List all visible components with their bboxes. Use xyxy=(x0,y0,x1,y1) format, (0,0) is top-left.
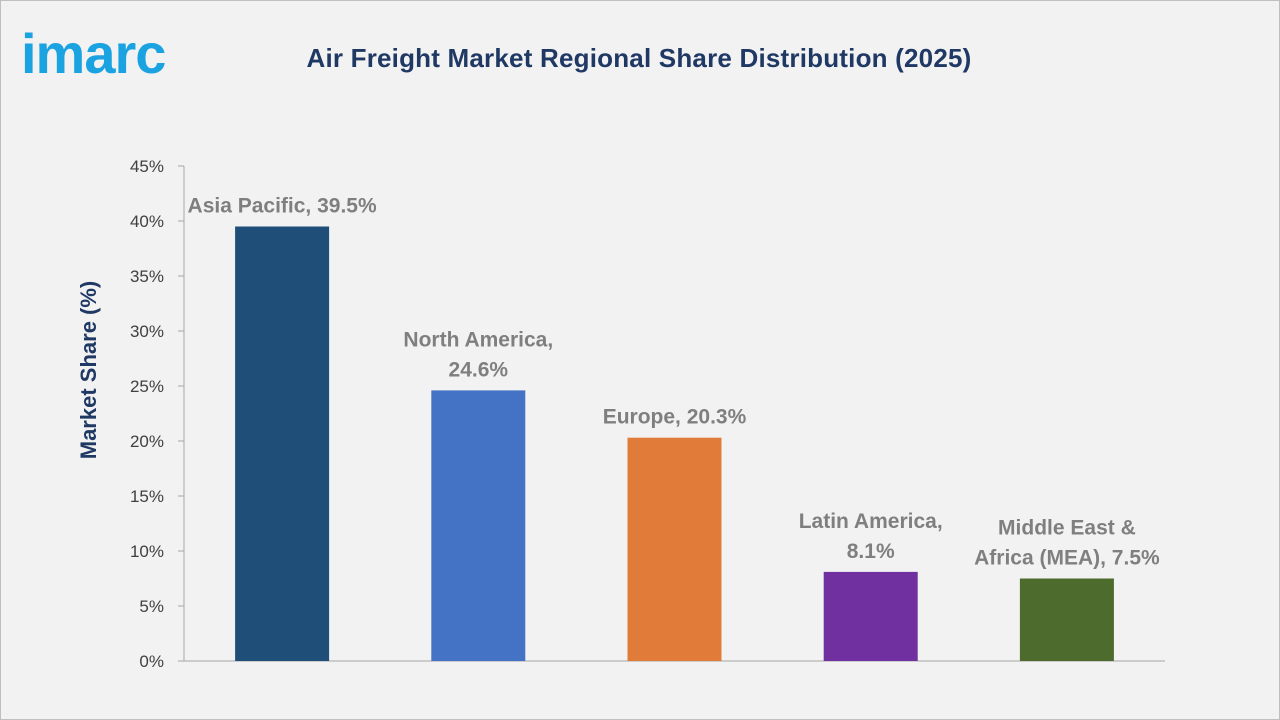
y-tick-label: 35% xyxy=(130,267,164,286)
y-tick-label: 25% xyxy=(130,377,164,396)
y-tick-label: 0% xyxy=(139,652,164,671)
y-tick-label: 40% xyxy=(130,212,164,231)
y-tick-label: 45% xyxy=(130,157,164,176)
data-label-4: 8.1% xyxy=(847,540,895,563)
bar-5 xyxy=(1019,578,1114,661)
imarc-logo: imarc xyxy=(21,23,166,83)
bar-2 xyxy=(431,390,526,661)
y-tick-label: 20% xyxy=(130,432,164,451)
y-tick-label: 30% xyxy=(130,322,164,341)
chart-data-labels: Asia Pacific, 39.5% North America, 24.6% Eu… xyxy=(188,195,1160,570)
chart-bars xyxy=(235,226,1114,661)
logo-text: imarc xyxy=(21,23,165,83)
bar-4 xyxy=(823,571,918,661)
data-label-2: North America, xyxy=(403,328,553,351)
y-tick-label: 15% xyxy=(130,487,164,506)
data-label-3: Europe, 20.3% xyxy=(603,406,747,429)
data-label-4: Latin America, xyxy=(799,510,943,533)
y-tick-label: 5% xyxy=(139,597,164,616)
chart-axes: 0% 5% 10% 15% 20% 25% 30% 35% 40% 45% xyxy=(130,157,1165,671)
y-tick-label: 10% xyxy=(130,542,164,561)
data-label-5: Middle East & xyxy=(998,517,1136,540)
data-label-1: Asia Pacific, 39.5% xyxy=(188,195,377,218)
bar-1 xyxy=(235,226,330,661)
data-label-5: Africa (MEA), 7.5% xyxy=(974,547,1160,570)
chart-title: Air Freight Market Regional Share Distri… xyxy=(306,43,972,73)
y-axis-title: Market Share (%) xyxy=(76,281,101,460)
bar-3 xyxy=(627,437,722,661)
data-label-2: 24.6% xyxy=(449,358,509,381)
